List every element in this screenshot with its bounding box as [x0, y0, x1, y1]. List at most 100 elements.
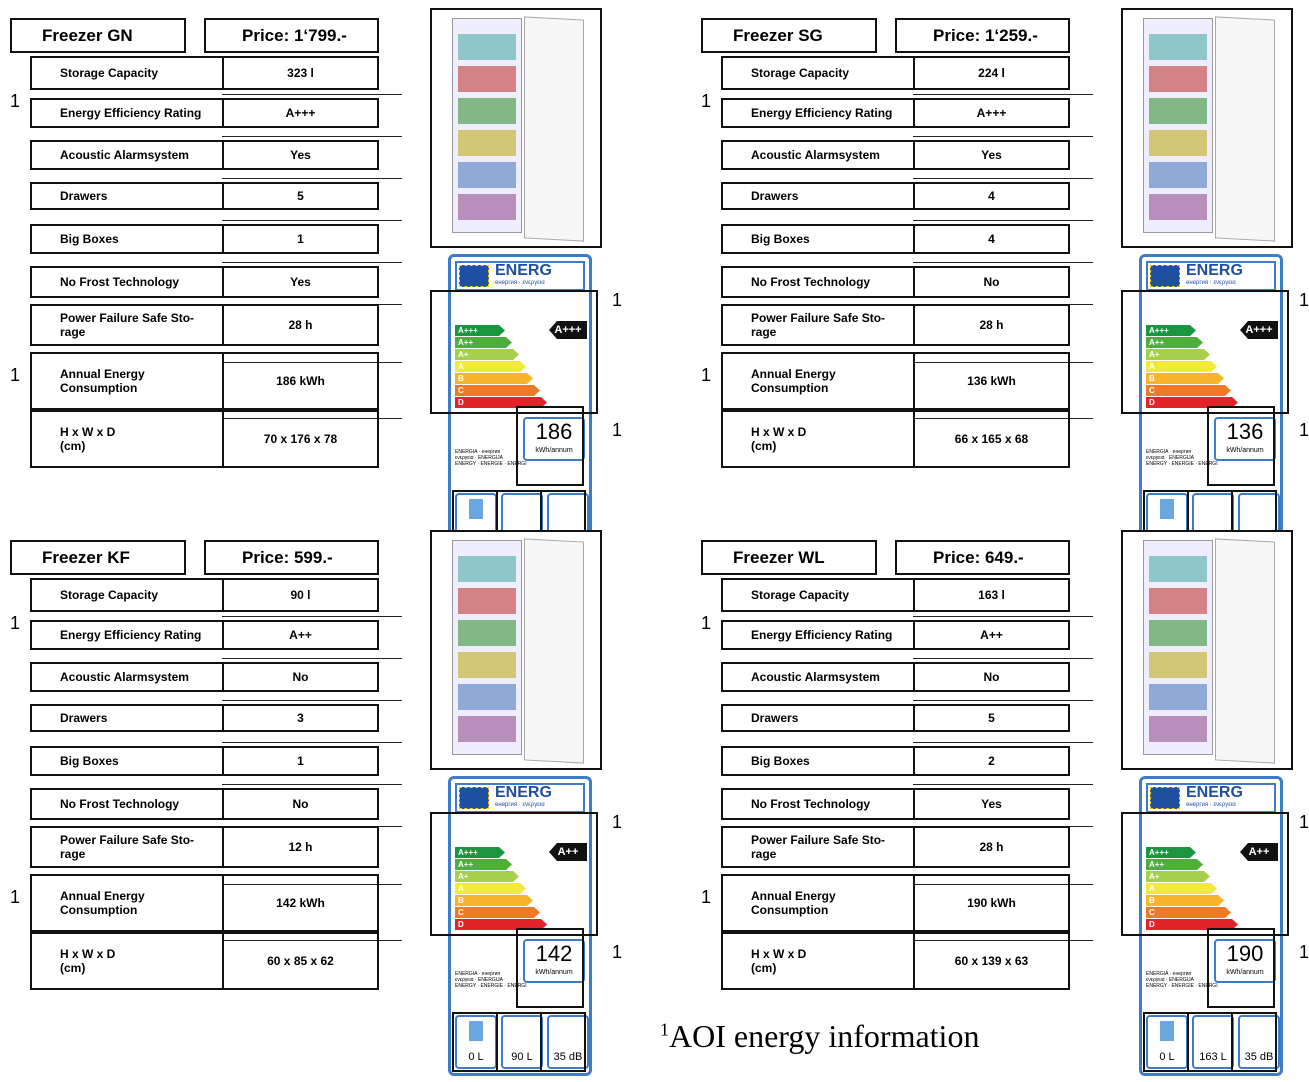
drawer: [458, 716, 516, 742]
scale-bar: A+: [455, 871, 519, 882]
aoi-marker: 1: [612, 812, 623, 832]
price: Price: 1‘799.-: [204, 18, 379, 53]
row-value: Yes: [222, 140, 379, 170]
row-value: 60 x 139 x 63: [913, 932, 1070, 990]
scale-bar: A+++: [1146, 325, 1196, 336]
separator: [222, 362, 402, 363]
row-value: A+++: [222, 98, 379, 128]
row-label: Annual Energy Consumption: [30, 352, 224, 410]
icon: [1252, 499, 1266, 519]
eu-flag: [1150, 265, 1180, 287]
drawer: [1149, 684, 1207, 710]
drawer: [458, 556, 516, 582]
row-label: H x W x D (cm): [30, 932, 224, 990]
drawer: [458, 194, 516, 220]
separator: [913, 616, 1093, 617]
row-value: 190 kWh: [913, 874, 1070, 932]
drawer: [1149, 620, 1207, 646]
scale-bar: A: [455, 883, 526, 894]
row-value: 12 h: [222, 826, 379, 868]
row-value: A++: [222, 620, 379, 650]
drawer: [1149, 194, 1207, 220]
energy-class: A+++: [549, 321, 587, 339]
aoi-marker: 1: [701, 887, 712, 907]
scale-bar: D: [1146, 919, 1238, 930]
icon: [561, 1021, 575, 1041]
row-label: Acoustic Alarmsystem: [721, 140, 915, 170]
label-title: ENERG: [495, 784, 552, 801]
row-label: H x W x D (cm): [721, 410, 915, 468]
drawer: [1149, 162, 1207, 188]
row-label: Energy Efficiency Rating: [721, 98, 915, 128]
icon: [1206, 499, 1220, 519]
row-value: No: [222, 788, 379, 820]
aoi-marker: 1: [10, 91, 21, 111]
aoi-marker: 1: [10, 365, 21, 385]
separator: [913, 178, 1093, 179]
scale-bar: A: [1146, 361, 1217, 372]
separator: [913, 658, 1093, 659]
consumption-unit: kWh/annum: [1226, 969, 1264, 976]
row-value: 60 x 85 x 62: [222, 932, 379, 990]
drawer: [1149, 588, 1207, 614]
separator: [913, 940, 1093, 941]
separator: [222, 616, 402, 617]
row-value: 5: [913, 704, 1070, 732]
separator: [913, 884, 1093, 885]
icon: [1160, 499, 1174, 519]
label-subtitle: енергия · ενεργεια: [1186, 802, 1236, 808]
freezer-panel: Freezer WL Price: 649.- Storage Capacity 16…: [691, 522, 1309, 1082]
row-label: No Frost Technology: [30, 266, 224, 298]
scale-bar: A+++: [455, 325, 505, 336]
separator: [222, 784, 402, 785]
aoi-frame: [516, 406, 584, 486]
separator: [222, 884, 402, 885]
row-label: Big Boxes: [721, 746, 915, 776]
consumption: 190: [1226, 941, 1264, 966]
row-value: 66 x 165 x 68: [913, 410, 1070, 468]
scale-bar: A++: [455, 859, 512, 870]
scale-bar: C: [455, 907, 540, 918]
drawer: [1149, 98, 1207, 124]
separator: [913, 262, 1093, 263]
aoi-frame: [1207, 406, 1275, 486]
aoi-marker: 1: [701, 91, 712, 111]
energy-class: A+++: [1240, 321, 1278, 339]
consumption-box: [1214, 417, 1276, 461]
row-label: Energy Efficiency Rating: [721, 620, 915, 650]
row-label: Power Failure Safe Sto- rage: [30, 826, 224, 868]
separator: [222, 658, 402, 659]
separator: [222, 940, 402, 941]
row-value: 1: [222, 224, 379, 254]
row-label: Power Failure Safe Sto- rage: [721, 304, 915, 346]
aoi-frame: [430, 812, 598, 936]
row-value: 28 h: [913, 826, 1070, 868]
row-value: 5: [222, 182, 379, 210]
separator: [222, 418, 402, 419]
scale-bar: B: [1146, 895, 1224, 906]
row-label: Energy Efficiency Rating: [30, 620, 224, 650]
eu-flag: [459, 265, 489, 287]
row-value: 4: [913, 224, 1070, 254]
icon: [469, 499, 483, 519]
row-label: Acoustic Alarmsystem: [30, 662, 224, 692]
scale-bar: D: [455, 397, 547, 408]
row-label: Big Boxes: [721, 224, 915, 254]
separator: [222, 742, 402, 743]
freezer-name: Freezer KF: [10, 540, 186, 575]
row-value: Yes: [222, 266, 379, 298]
separator: [913, 220, 1093, 221]
aoi-marker: 1: [1299, 942, 1309, 962]
scale-bar: A++: [1146, 859, 1203, 870]
scale-bar: A++: [1146, 337, 1203, 348]
icon: [561, 499, 575, 519]
energy-label: ENERG енергия · ενεργεια A+++ A++ A+ A B C D A++ E…: [448, 776, 592, 1076]
separator: [222, 136, 402, 137]
drawer: [458, 684, 516, 710]
row-label: No Frost Technology: [721, 266, 915, 298]
row-label: H x W x D (cm): [30, 410, 224, 468]
row-label: Annual Energy Consumption: [721, 874, 915, 932]
separator: [222, 178, 402, 179]
page: {"aoi_marker":"1", "footnote":{"marker":…: [10, 8, 1309, 1076]
row-label: Drawers: [30, 704, 224, 732]
